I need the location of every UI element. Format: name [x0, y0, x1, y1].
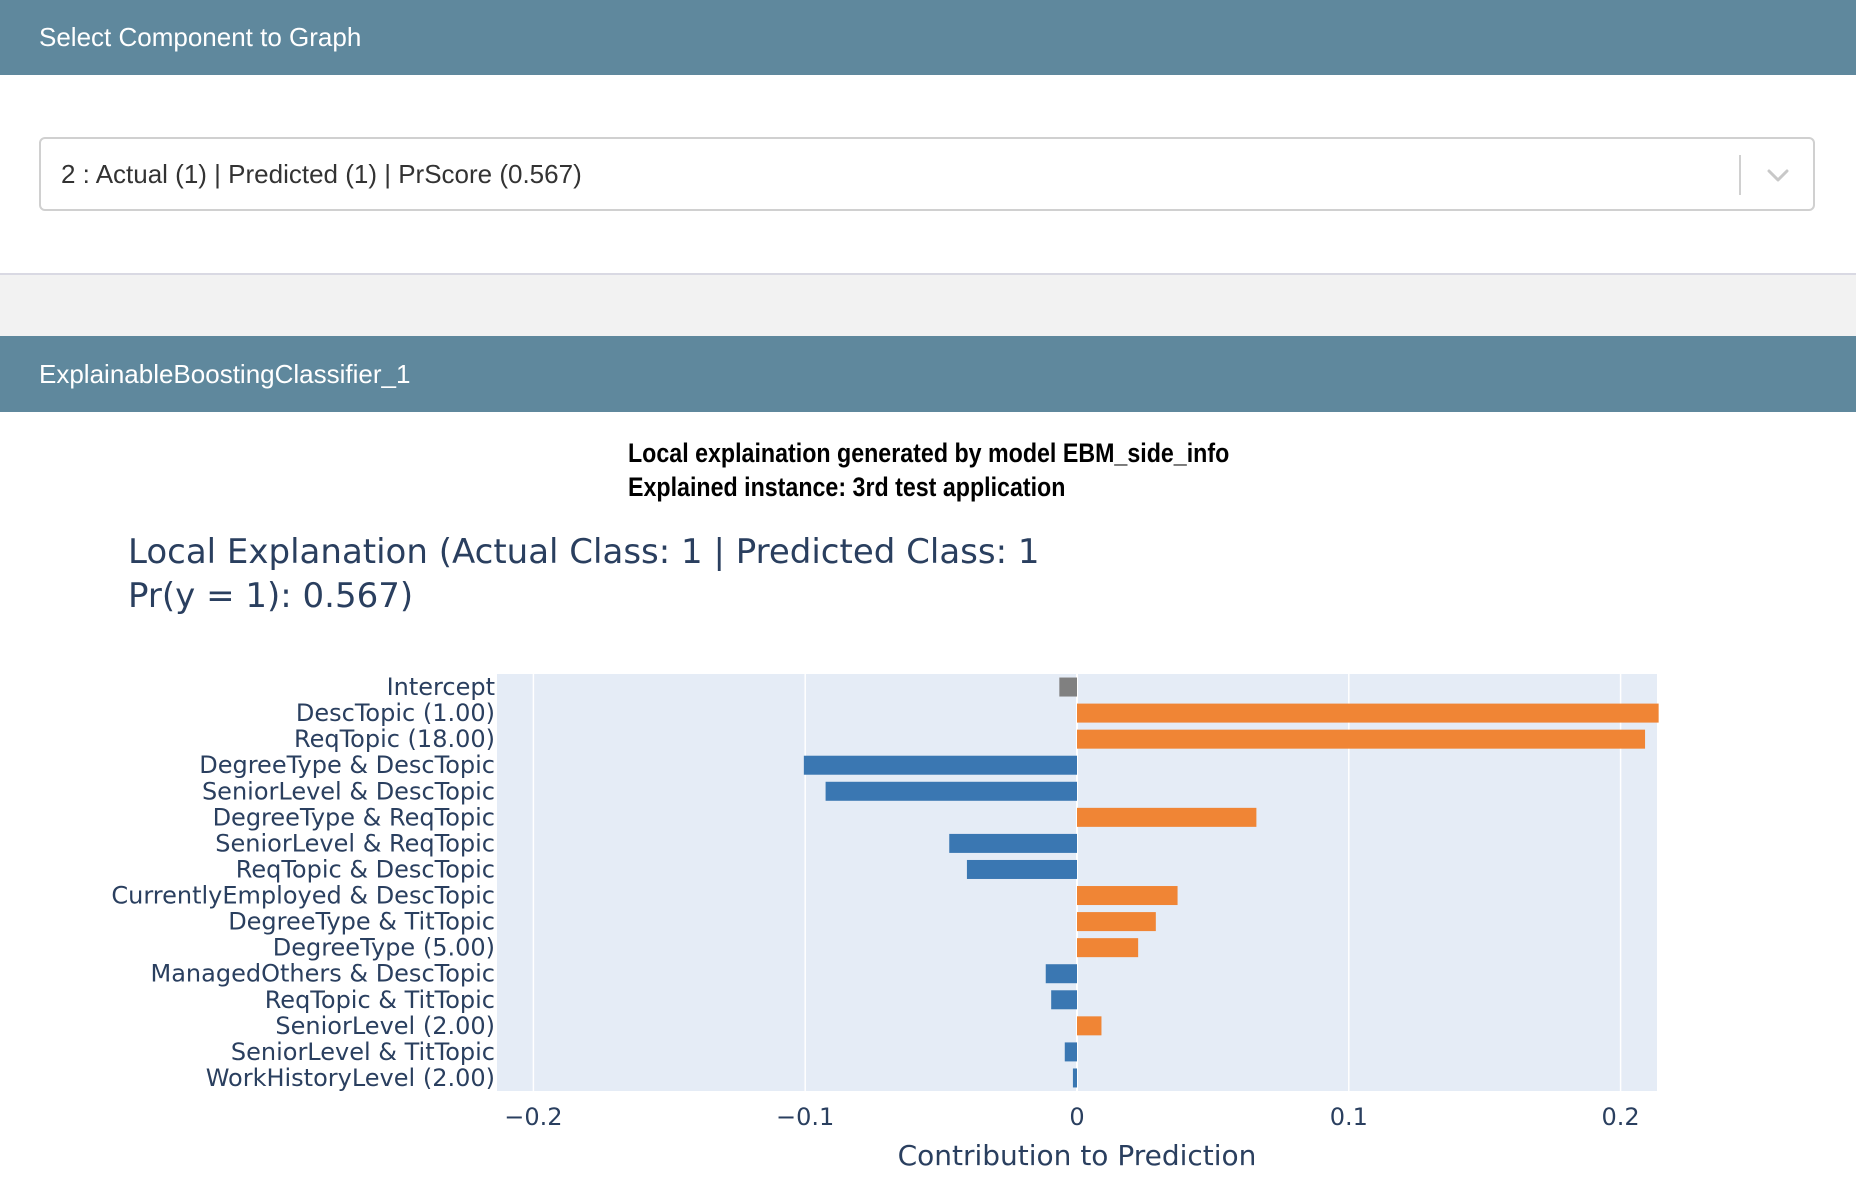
bar[interactable]: [1059, 677, 1077, 697]
bar[interactable]: [949, 833, 1077, 853]
select-component-title: Select Component to Graph: [39, 22, 362, 52]
category-label: SeniorLevel & ReqTopic: [215, 829, 495, 857]
category-label: DegreeType & ReqTopic: [213, 803, 495, 831]
x-tick-label: −0.1: [776, 1103, 834, 1131]
bar[interactable]: [825, 781, 1077, 801]
category-label: SeniorLevel (2.00): [275, 1012, 495, 1040]
x-tick-labels: −0.2 −0.1 0 0.1 0.2: [504, 1103, 1639, 1131]
x-tick-label: 0.1: [1330, 1103, 1368, 1131]
caption-line-1: Local explaination generated by model EB…: [628, 438, 1230, 468]
bar[interactable]: [803, 755, 1077, 775]
bar[interactable]: [1072, 1068, 1077, 1088]
category-label: WorkHistoryLevel (2.00): [206, 1064, 495, 1092]
chart-subtitle: Pr(y = 1): 0.567): [128, 576, 413, 616]
x-axis-title: Contribution to Prediction: [898, 1139, 1257, 1172]
category-label: ReqTopic (18.00): [294, 725, 495, 753]
category-label: Intercept: [387, 673, 495, 701]
caption-line-2: Explained instance: 3rd test application: [628, 472, 1066, 502]
bar[interactable]: [1045, 964, 1077, 984]
local-explanation-chart: Local Explanation (Actual Class: 1 | Pre…: [111, 532, 1659, 1172]
bar[interactable]: [1077, 807, 1257, 827]
category-label: SeniorLevel & TitTopic: [231, 1038, 495, 1066]
category-label: DegreeType & TitTopic: [228, 908, 495, 936]
bar[interactable]: [966, 859, 1077, 879]
select-component-header: Select Component to Graph: [0, 0, 1856, 75]
bar[interactable]: [1077, 729, 1646, 749]
chevron-down-icon[interactable]: [1763, 161, 1793, 189]
category-label: ReqTopic & DescTopic: [236, 855, 495, 883]
category-label: ReqTopic & TitTopic: [265, 986, 495, 1014]
bar[interactable]: [1051, 990, 1077, 1010]
bar[interactable]: [1077, 703, 1659, 723]
select-component-card: 2 : Actual (1) | Predicted (1) | PrScore…: [0, 75, 1856, 275]
component-dropdown[interactable]: 2 : Actual (1) | Predicted (1) | PrScore…: [39, 137, 1815, 211]
category-label: DegreeType (5.00): [273, 934, 495, 962]
bar[interactable]: [1077, 886, 1178, 906]
bar[interactable]: [1077, 1016, 1102, 1036]
bar[interactable]: [1064, 1042, 1077, 1062]
bars: [803, 677, 1659, 1088]
explanation-caption: Local explaination generated by model EB…: [628, 436, 1229, 504]
model-panel-title: ExplainableBoostingClassifier_1: [39, 358, 411, 389]
x-tick-label: −0.2: [504, 1103, 562, 1131]
category-label: DescTopic (1.00): [296, 699, 495, 727]
x-tick-label: 0.2: [1602, 1103, 1640, 1131]
x-tick-label: 0: [1069, 1103, 1084, 1131]
category-label: DegreeType & DescTopic: [199, 751, 495, 779]
component-dropdown-value: 2 : Actual (1) | Predicted (1) | PrScore…: [61, 159, 582, 189]
chart-title: Local Explanation (Actual Class: 1 | Pre…: [128, 532, 1039, 572]
category-label: CurrentlyEmployed & DescTopic: [111, 882, 495, 910]
bar[interactable]: [1077, 938, 1139, 958]
category-label: ManagedOthers & DescTopic: [151, 960, 496, 988]
dropdown-separator: [1739, 155, 1741, 195]
model-panel-header: ExplainableBoostingClassifier_1: [0, 336, 1856, 412]
category-label: SeniorLevel & DescTopic: [202, 777, 495, 805]
bar[interactable]: [1077, 912, 1156, 932]
